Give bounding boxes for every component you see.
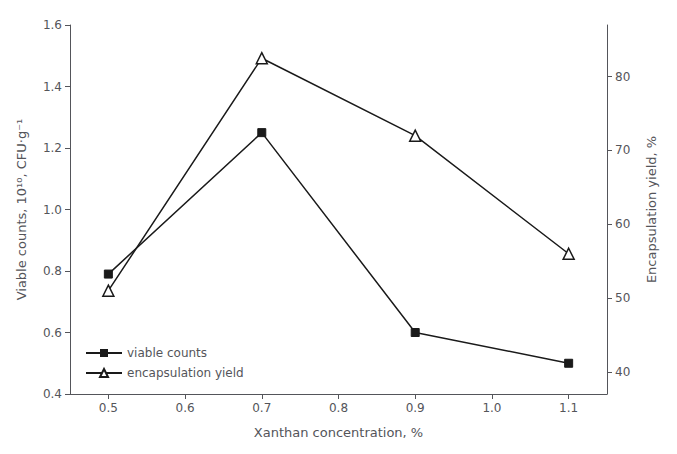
svg-text:1.0: 1.0 [482,401,501,415]
svg-text:1.4: 1.4 [43,80,62,94]
svg-text:1.1: 1.1 [559,401,578,415]
svg-text:1.6: 1.6 [43,18,62,32]
svg-text:0.4: 0.4 [43,387,62,401]
svg-text:70: 70 [615,143,630,157]
svg-text:1.2: 1.2 [43,141,62,155]
svg-text:Viable counts, 10¹⁰, CFU·g⁻¹: Viable counts, 10¹⁰, CFU·g⁻¹ [14,119,29,301]
svg-text:0.5: 0.5 [99,401,118,415]
svg-text:0.8: 0.8 [329,401,348,415]
svg-text:0.8: 0.8 [43,264,62,278]
svg-text:0.7: 0.7 [252,401,271,415]
svg-text:encapsulation yield: encapsulation yield [127,366,244,380]
svg-text:0.9: 0.9 [406,401,425,415]
svg-text:viable counts: viable counts [127,346,207,360]
svg-text:0.6: 0.6 [43,326,62,340]
svg-text:60: 60 [615,217,630,231]
svg-text:1.0: 1.0 [43,203,62,217]
svg-text:Xanthan concentration, %: Xanthan concentration, % [254,425,423,440]
svg-text:80: 80 [615,70,630,84]
svg-text:0.6: 0.6 [176,401,195,415]
svg-text:50: 50 [615,291,630,305]
svg-text:Encapsulation yield, %: Encapsulation yield, % [644,136,659,283]
svg-text:40: 40 [615,365,630,379]
